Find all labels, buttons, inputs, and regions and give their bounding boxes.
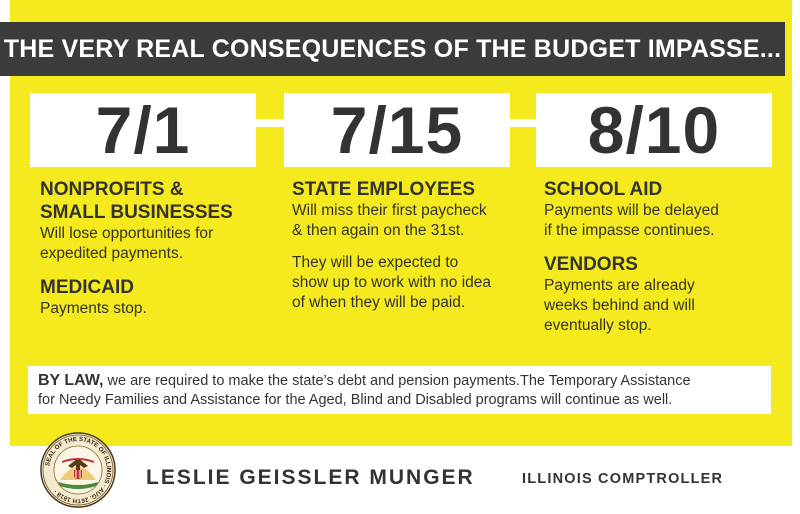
comptroller-title: ILLINOIS COMPTROLLER bbox=[522, 471, 724, 487]
law-note: BY LAW, we are required to make the stat… bbox=[28, 366, 771, 414]
body-school-aid: Payments will be delayed if the impasse … bbox=[544, 202, 719, 239]
body-state-employees-expected: They will be expected to show up to work… bbox=[292, 254, 492, 311]
heading-vendors: VENDORS bbox=[544, 254, 638, 275]
heading-nonprofits: NONPROFITS & SMALL BUSINESSES bbox=[40, 179, 233, 223]
date-box-7-15: 7/15 bbox=[284, 93, 510, 167]
timeline-connector bbox=[498, 119, 538, 127]
heading-school-aid: SCHOOL AID bbox=[544, 179, 663, 200]
date-label: 7/15 bbox=[330, 93, 464, 167]
illinois-state-seal-icon: SEAL OF THE STATE OF ILLINOIS · AUG. 26T… bbox=[40, 432, 116, 508]
body-nonprofits: Will lose opportunities for expedited pa… bbox=[40, 225, 214, 262]
timeline-connector bbox=[248, 119, 288, 127]
body-medicaid: Payments stop. bbox=[40, 300, 147, 317]
law-note-lead: BY LAW, bbox=[38, 372, 104, 389]
law-note-line2: for Needy Families and Assistance for th… bbox=[38, 392, 673, 408]
column-8-10: SCHOOL AID Payments will be delayed if t… bbox=[544, 178, 774, 336]
date-label: 8/10 bbox=[587, 93, 721, 167]
column-7-15: STATE EMPLOYEES Will miss their first pa… bbox=[292, 178, 522, 313]
law-note-line1: we are required to make the state’s debt… bbox=[103, 373, 691, 389]
comptroller-name: LESLIE GEISSLER MUNGER bbox=[146, 466, 475, 489]
date-box-7-1: 7/1 bbox=[30, 93, 256, 167]
body-vendors: Payments are already weeks behind and wi… bbox=[544, 277, 695, 334]
date-label: 7/1 bbox=[95, 93, 191, 167]
body-state-employees: Will miss their first paycheck & then ag… bbox=[292, 202, 487, 239]
heading-medicaid: MEDICAID bbox=[40, 277, 134, 298]
heading-state-employees: STATE EMPLOYEES bbox=[292, 179, 475, 200]
page-title: THE VERY REAL CONSEQUENCES OF THE BUDGET… bbox=[3, 34, 782, 63]
title-bar: THE VERY REAL CONSEQUENCES OF THE BUDGET… bbox=[0, 22, 785, 76]
column-7-1: NONPROFITS & SMALL BUSINESSES Will lose … bbox=[40, 178, 270, 319]
date-box-8-10: 8/10 bbox=[536, 93, 772, 167]
